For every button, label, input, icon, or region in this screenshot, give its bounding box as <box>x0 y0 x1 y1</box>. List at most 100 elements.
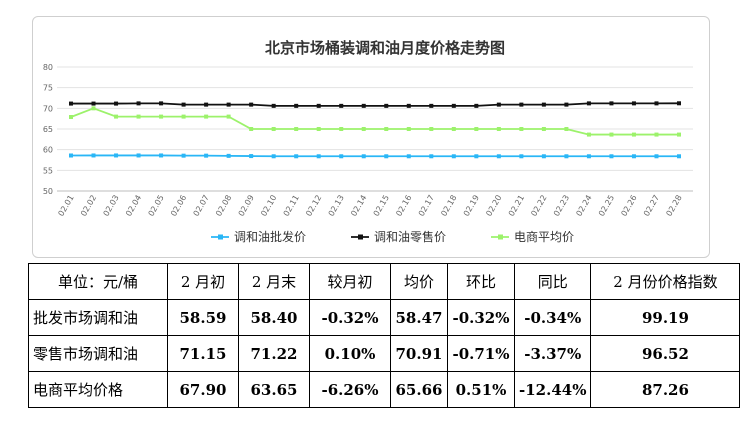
data-point <box>406 103 411 108</box>
series-line <box>70 107 679 136</box>
price-trend-chart: 北京市场桶装调和油月度价格走势图 50 55 60 65 70 75 80 02.01 02.02… <box>43 39 693 244</box>
data-point <box>339 127 344 131</box>
legend-swatch-marker <box>498 234 503 240</box>
data-point <box>114 114 119 119</box>
cell-early: 67.90 <box>167 371 239 408</box>
data-point <box>181 102 186 107</box>
data-point <box>204 153 209 158</box>
header-vs-early: 较月初 <box>309 263 391 300</box>
data-point <box>204 102 209 107</box>
data-point <box>294 103 299 108</box>
data-point <box>361 103 366 108</box>
cell-vs-early: -0.32% <box>309 299 391 336</box>
data-point <box>474 127 479 131</box>
x-tick-label: 02.14 <box>349 194 368 218</box>
x-tick-label: 02.21 <box>507 194 526 218</box>
x-tick-label: 02.05 <box>147 194 166 218</box>
data-point <box>159 153 164 158</box>
y-tick-label: 60 <box>43 146 53 155</box>
data-point <box>496 127 501 131</box>
x-tick-label: 02.04 <box>124 194 143 218</box>
header-avg: 均价 <box>390 263 448 300</box>
data-point <box>586 132 591 137</box>
y-tick-label: 55 <box>43 166 53 175</box>
data-point <box>564 154 569 159</box>
x-tick-label: 02.19 <box>462 194 481 218</box>
data-point <box>69 153 73 158</box>
cell-end: 63.65 <box>238 371 310 408</box>
data-point <box>519 154 524 159</box>
data-point <box>249 154 254 159</box>
x-tick-label: 02.07 <box>192 194 211 218</box>
data-point <box>496 154 501 159</box>
x-tick-label: 02.22 <box>529 194 548 218</box>
data-point <box>384 103 389 108</box>
x-tick-label: 02.11 <box>282 194 301 218</box>
x-tick-label: 02.06 <box>169 194 188 218</box>
data-point <box>451 154 456 159</box>
table-row: 零售市场调和油 71.15 71.22 0.10% 70.91 -0.71% -… <box>28 335 741 372</box>
data-point <box>159 101 164 106</box>
data-point <box>159 114 164 119</box>
data-point <box>406 127 411 131</box>
chart-panel: 北京市场桶装调和油月度价格走势图 50 55 60 65 70 75 80 02.01 02.02… <box>32 16 710 258</box>
data-point <box>384 127 389 131</box>
x-tick-label: 02.13 <box>327 194 346 218</box>
cell-mom: -0.32% <box>447 299 515 336</box>
header-unit: 单位：元/桶 <box>28 263 168 300</box>
data-point <box>181 153 186 158</box>
header-mom: 环比 <box>447 263 515 300</box>
data-point <box>226 102 231 107</box>
data-point <box>384 154 389 159</box>
cell-avg: 65.66 <box>390 371 448 408</box>
data-point <box>271 103 276 108</box>
x-tick-label: 02.23 <box>552 194 571 218</box>
data-point <box>91 153 96 158</box>
data-point <box>271 154 276 159</box>
cell-mom: 0.51% <box>447 371 515 408</box>
data-point <box>249 102 254 107</box>
price-summary-table: 单位：元/桶 2 月初 2 月末 较月初 均价 环比 同比 2 月份价格指数 批… <box>28 263 741 408</box>
legend-label: 电商平均价 <box>514 229 574 244</box>
data-point <box>451 127 456 131</box>
data-point <box>339 103 344 108</box>
data-point <box>114 153 119 158</box>
series-line <box>70 154 679 158</box>
data-point <box>451 103 456 108</box>
table-header-row: 单位：元/桶 2 月初 2 月末 较月初 均价 环比 同比 2 月份价格指数 <box>28 263 741 300</box>
data-point <box>429 127 434 131</box>
data-point <box>564 102 569 107</box>
x-tick-label: 02.01 <box>56 194 75 218</box>
cell-vs-early: -6.26% <box>309 371 391 408</box>
data-point <box>204 114 209 119</box>
legend-swatch-marker <box>218 234 223 240</box>
data-point <box>136 101 141 106</box>
legend-label: 调和油批发价 <box>234 229 306 244</box>
data-point <box>541 102 546 107</box>
chart-title: 北京市场桶装调和油月度价格走势图 <box>265 39 505 57</box>
data-point <box>519 127 524 131</box>
y-tick-label: 75 <box>43 84 53 93</box>
header-yoy: 同比 <box>513 263 592 300</box>
x-tick-label: 02.24 <box>574 194 593 218</box>
data-point <box>91 106 96 111</box>
data-point <box>226 153 231 158</box>
data-point <box>474 154 479 159</box>
header-early-feb: 2 月初 <box>167 263 239 300</box>
data-point <box>677 154 681 159</box>
data-point <box>361 127 366 131</box>
data-point <box>677 101 681 106</box>
data-point <box>654 132 659 137</box>
x-tick-label: 02.03 <box>102 194 121 218</box>
data-point <box>91 101 96 106</box>
data-point <box>294 154 299 159</box>
cell-index: 99.19 <box>590 299 741 336</box>
data-point <box>586 154 591 159</box>
data-point <box>339 154 344 159</box>
table-row: 电商平均价格 67.90 63.65 -6.26% 65.66 0.51% -1… <box>28 371 741 408</box>
header-index: 2 月份价格指数 <box>590 263 741 300</box>
data-point <box>136 153 141 158</box>
x-tick-label: 02.10 <box>259 194 278 218</box>
cell-end: 58.40 <box>238 299 310 336</box>
data-point <box>519 102 524 107</box>
